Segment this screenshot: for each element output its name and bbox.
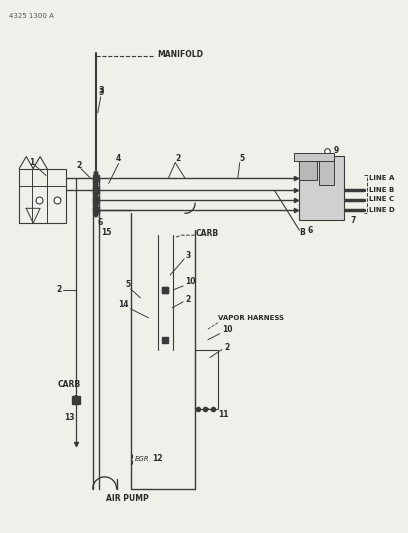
Text: 5: 5 (126, 280, 131, 289)
Text: LINE C: LINE C (369, 196, 394, 203)
Text: 2: 2 (76, 161, 81, 170)
Text: C: C (299, 196, 305, 205)
Text: 3: 3 (99, 88, 104, 98)
Bar (93, 197, 99, 203)
Text: CARB: CARB (58, 380, 81, 389)
Text: 6: 6 (73, 395, 78, 404)
Text: 1: 1 (29, 158, 34, 167)
FancyBboxPatch shape (295, 152, 334, 160)
Bar (93, 188, 99, 193)
Text: LINE D: LINE D (369, 207, 395, 213)
Text: 6: 6 (307, 225, 313, 235)
Text: 4325 1300 A: 4325 1300 A (9, 13, 54, 19)
Bar (19, 168, 66, 223)
FancyBboxPatch shape (299, 156, 344, 220)
Text: LINE B: LINE B (369, 188, 394, 193)
Text: 2: 2 (225, 343, 230, 352)
Text: 7: 7 (351, 216, 356, 225)
Text: 3: 3 (99, 86, 104, 95)
Text: 14: 14 (119, 300, 129, 309)
Text: 2: 2 (175, 154, 180, 163)
Text: 10: 10 (185, 277, 195, 286)
Text: LINE A: LINE A (369, 175, 394, 181)
Text: 6: 6 (98, 218, 103, 227)
Text: 2: 2 (185, 295, 191, 304)
Text: D: D (299, 206, 306, 215)
Text: 12: 12 (152, 455, 163, 464)
Text: 9: 9 (334, 146, 339, 155)
Bar (195, 350, 218, 409)
Text: EGR: EGR (135, 456, 149, 462)
Text: B: B (299, 228, 305, 237)
Text: 15: 15 (101, 228, 111, 237)
Bar (93, 207, 99, 213)
Text: 2: 2 (56, 285, 61, 294)
Text: 4: 4 (115, 154, 121, 163)
Text: 5: 5 (240, 154, 245, 163)
Bar (93, 175, 99, 181)
Bar (319, 156, 334, 185)
Text: B: B (299, 186, 305, 195)
Bar (72, 397, 80, 404)
Text: 3: 3 (185, 251, 191, 260)
Text: MANIFOLD: MANIFOLD (157, 50, 203, 59)
Text: 11: 11 (218, 410, 228, 419)
Text: CARB: CARB (196, 229, 219, 238)
Text: A: A (299, 174, 305, 183)
Text: 10: 10 (222, 325, 233, 334)
Text: 13: 13 (64, 413, 74, 422)
Text: VAPOR HARNESS: VAPOR HARNESS (218, 314, 284, 321)
Bar (299, 160, 317, 181)
Text: AIR PUMP: AIR PUMP (106, 494, 149, 503)
